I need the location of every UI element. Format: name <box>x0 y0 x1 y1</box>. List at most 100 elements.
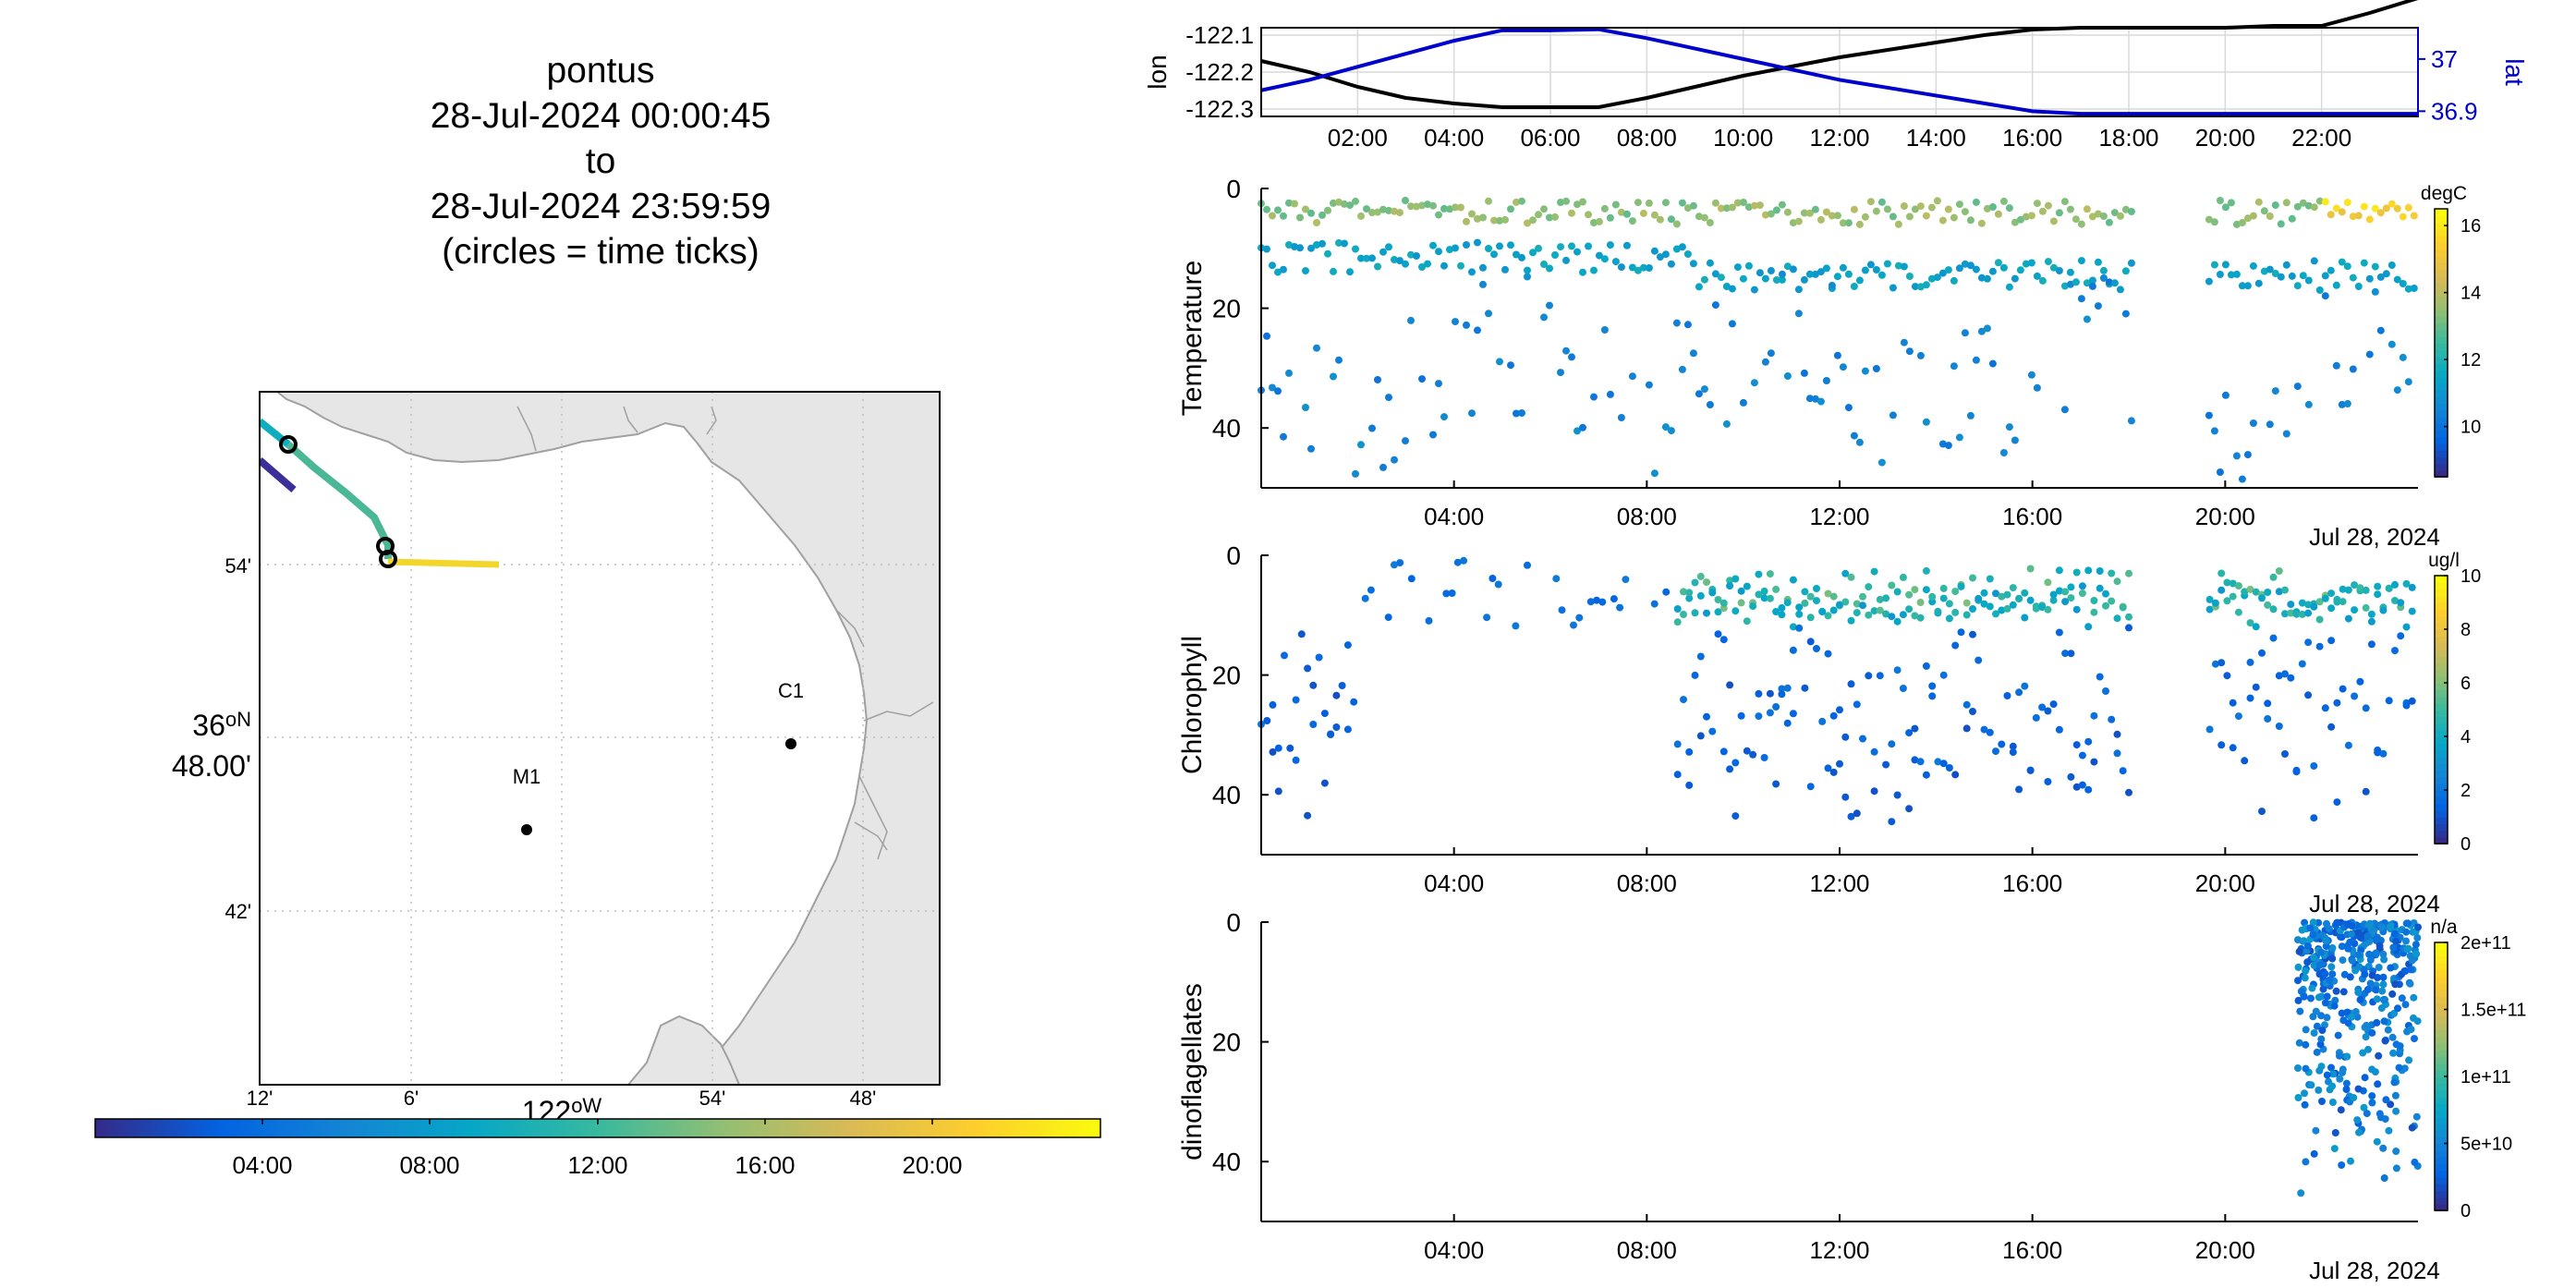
Temperature-colorbar-tick: 16 <box>2461 216 2481 237</box>
Chlorophyll-point <box>1847 573 1855 581</box>
Temperature-point <box>2060 406 2069 414</box>
Temperature-point <box>1490 250 1498 259</box>
Chlorophyll-point <box>2096 584 2104 592</box>
Temperature-point <box>1667 215 1675 224</box>
Temperature-point <box>1485 197 1492 205</box>
dinoflagellates-point <box>2375 1051 2383 1060</box>
Temperature-point <box>1402 437 1409 445</box>
Chlorophyll-point <box>2113 577 2121 586</box>
Chlorophyll-point <box>2408 583 2416 591</box>
Chlorophyll-point <box>1778 611 1786 619</box>
Temperature-point <box>2227 271 2235 279</box>
Chlorophyll-point <box>2211 599 2219 607</box>
Temperature-point <box>2049 217 2058 225</box>
Temperature-colorbar-segment <box>2435 209 2448 217</box>
Chlorophyll-point <box>2298 610 2306 618</box>
Chlorophyll-point <box>1755 689 1763 698</box>
dinoflagellates-point <box>2363 1110 2371 1118</box>
Chlorophyll-point <box>1552 575 1561 583</box>
Chlorophyll-point <box>1853 700 1861 709</box>
Chlorophyll-point <box>1512 622 1520 630</box>
Chlorophyll-point <box>2281 610 2289 618</box>
Chlorophyll-point <box>1980 725 1988 734</box>
Chlorophyll-point <box>1806 783 1815 791</box>
Chlorophyll-point <box>1755 590 1763 599</box>
Chlorophyll-x-tick: 08:00 <box>1617 869 1677 897</box>
Chlorophyll-point <box>1980 589 1988 597</box>
Chlorophyll-point <box>1945 614 1953 623</box>
Chlorophyll-point <box>2315 598 2324 606</box>
dinoflagellates-point <box>2322 942 2330 951</box>
Temperature-point <box>1961 329 1969 337</box>
Temperature-point <box>2332 204 2340 213</box>
Temperature-y-tick: 20 <box>1212 295 1241 323</box>
Temperature-point <box>1429 241 1437 249</box>
Chlorophyll-point <box>1766 709 1774 717</box>
Chlorophyll-point <box>2061 650 2070 658</box>
Temperature-point <box>1783 208 1792 216</box>
Temperature-colorbar-segment <box>2435 282 2448 290</box>
Chlorophyll-date-label: Jul 28, 2024 <box>2309 890 2440 917</box>
dinoflagellates-point <box>2396 1042 2404 1051</box>
dinoflagellates-point <box>2331 996 2339 1004</box>
dinoflagellates-point <box>2300 937 2308 945</box>
Chlorophyll-point <box>2281 670 2289 678</box>
dinoflagellates-point <box>2379 996 2388 1003</box>
Temperature-point <box>1368 254 1376 262</box>
Temperature-point <box>2365 215 2374 224</box>
dinoflagellates-colorbar-segment <box>2435 1203 2448 1211</box>
Chlorophyll-point <box>1783 599 1792 607</box>
dinoflagellates-colorbar-segment <box>2435 1157 2448 1165</box>
dinoflagellates-point <box>2300 992 2308 1001</box>
dinoflagellates-point <box>2407 966 2415 974</box>
Temperature-point <box>1457 261 1464 270</box>
Temperature-point <box>1285 369 1293 377</box>
Temperature-point <box>1606 390 1614 398</box>
dinoflagellates-colorbar-segment <box>2435 1056 2448 1064</box>
Temperature-point <box>1324 249 1331 258</box>
dinoflagellates-point <box>2366 956 2375 964</box>
Temperature-point <box>1750 286 1758 294</box>
dinoflagellates-point <box>2323 919 2330 928</box>
Temperature-point <box>1850 205 1858 213</box>
Temperature-point <box>1440 204 1448 213</box>
Chlorophyll-point <box>1570 621 1577 629</box>
Chlorophyll-point <box>1766 689 1774 698</box>
Temperature-point <box>1905 347 1914 356</box>
Temperature-point <box>1966 261 1975 270</box>
dinoflagellates-point <box>2406 979 2414 988</box>
Temperature-point <box>1496 358 1503 366</box>
Temperature-point <box>1822 208 1830 216</box>
land-area <box>275 392 940 1085</box>
dinoflagellates-point <box>2303 958 2312 966</box>
lon-y-tick: -122.2 <box>1185 58 1254 86</box>
Chlorophyll-point <box>1829 768 1838 776</box>
Temperature-point <box>2299 272 2307 280</box>
Temperature-point <box>1579 423 1586 431</box>
Temperature-point <box>1911 283 1919 291</box>
lon-tick-54: 54' <box>699 1087 726 1110</box>
Chlorophyll-colorbar-segment <box>2435 817 2448 825</box>
lat-y-tick: 37 <box>2431 45 2458 73</box>
Temperature-point <box>1418 263 1426 271</box>
position-x-tick: 10:00 <box>1713 124 1773 152</box>
dinoflagellates-point <box>2318 1098 2326 1105</box>
Chlorophyll-point <box>2061 588 2070 596</box>
dinoflagellates-colorbar-segment <box>2435 1143 2448 1151</box>
Temperature-point <box>1595 251 1603 260</box>
dinoflagellates-point <box>2312 1126 2320 1135</box>
Temperature-point <box>2005 204 2013 213</box>
Temperature-point <box>1335 198 1343 206</box>
Chlorophyll-point <box>2211 660 2219 668</box>
position-x-tick: 06:00 <box>1520 124 1580 152</box>
Temperature-point <box>1872 207 1880 215</box>
Temperature-point <box>1695 283 1703 291</box>
Temperature-point <box>1407 250 1415 259</box>
Chlorophyll-point <box>2374 590 2382 599</box>
Temperature-point <box>1407 202 1415 211</box>
Chlorophyll-point <box>2218 569 2226 577</box>
Chlorophyll-point <box>1945 764 1953 772</box>
Temperature-point <box>1463 217 1470 225</box>
Chlorophyll-point <box>2246 619 2254 627</box>
dinoflagellates-point <box>2307 994 2315 1002</box>
